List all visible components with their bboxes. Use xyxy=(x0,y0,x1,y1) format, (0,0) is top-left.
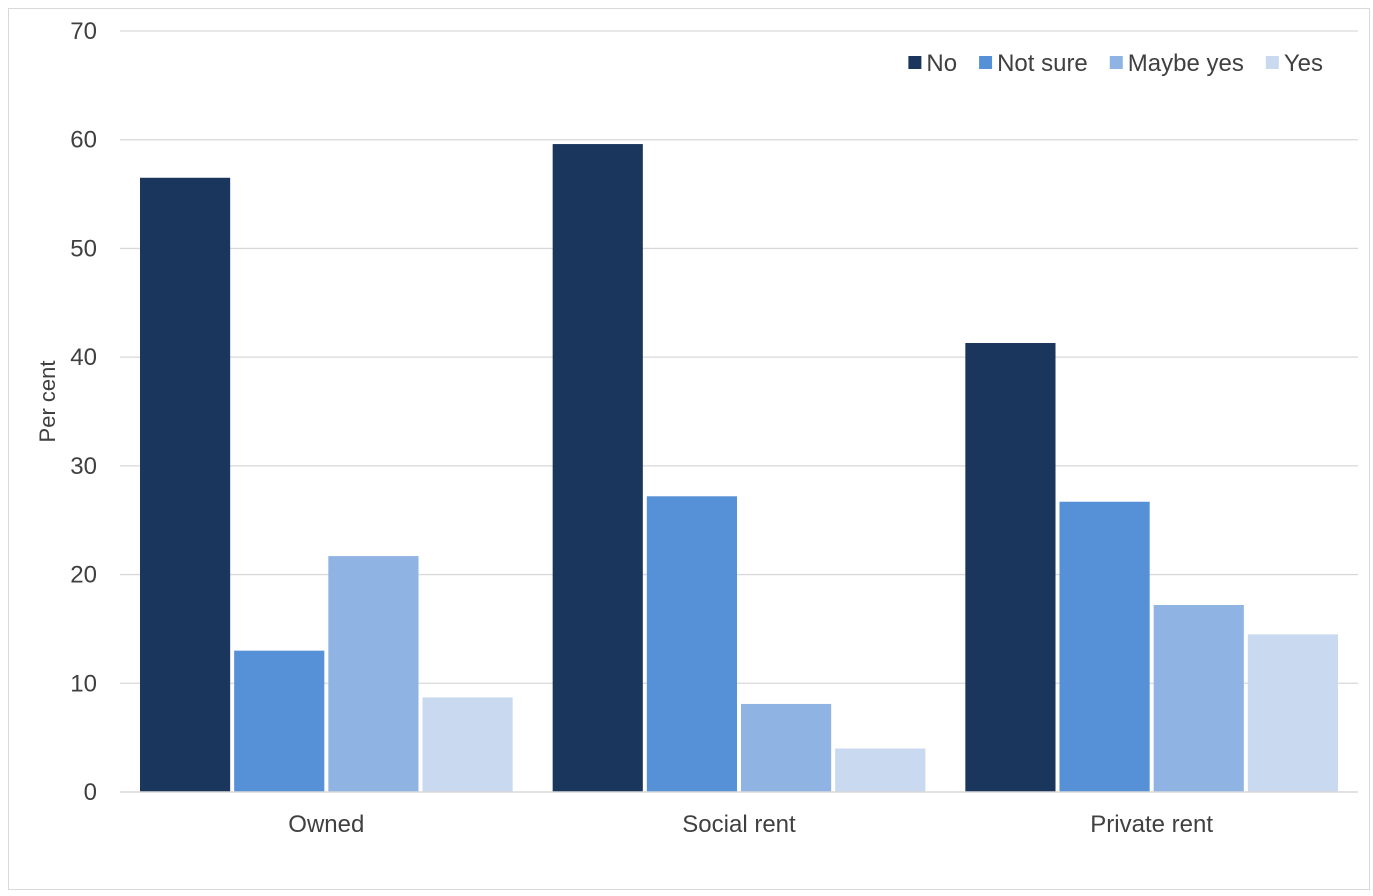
y-tick-labels: 0 10 20 30 40 50 60 70 xyxy=(70,18,97,806)
bar-yes xyxy=(1247,634,1338,792)
bar-no xyxy=(552,144,643,792)
legend-swatch xyxy=(908,56,922,69)
bar-yes xyxy=(422,697,513,792)
bar-not-sure xyxy=(1059,501,1150,792)
y-tick-label: 0 xyxy=(84,779,97,806)
bar-yes xyxy=(835,748,926,792)
legend-swatch xyxy=(979,56,993,69)
legend-swatch xyxy=(1265,56,1279,69)
y-tick-label: 60 xyxy=(70,127,97,154)
y-tick-label: 10 xyxy=(70,670,97,697)
chart-frame: 0 10 20 30 40 50 60 70 Owned Social rent Private … xyxy=(8,8,1370,890)
x-category-labels: Owned Social rent Private rent xyxy=(288,811,1213,838)
y-tick-label: 50 xyxy=(70,235,97,262)
bar-maybe-yes xyxy=(328,556,419,792)
bar-no xyxy=(965,343,1056,792)
bar-not-sure xyxy=(646,496,737,792)
x-category-label: Private rent xyxy=(1090,811,1213,838)
bar-chart: 0 10 20 30 40 50 60 70 Owned Social rent Private … xyxy=(35,18,1358,838)
legend-label: No xyxy=(926,50,957,77)
y-tick-label: 70 xyxy=(70,18,97,45)
legend: No Not sure Maybe yes Yes xyxy=(908,50,1323,77)
y-tick-label: 40 xyxy=(70,344,97,371)
bar-maybe-yes xyxy=(741,703,832,792)
x-category-label: Owned xyxy=(288,811,364,838)
y-axis-title: Per cent xyxy=(35,361,60,443)
legend-label: Not sure xyxy=(997,50,1088,77)
bar-maybe-yes xyxy=(1153,605,1244,792)
gridlines xyxy=(120,30,1358,684)
bar-no xyxy=(140,177,231,792)
bars xyxy=(140,144,1338,792)
legend-label: Maybe yes xyxy=(1128,50,1244,77)
y-tick-label: 20 xyxy=(70,562,97,589)
x-category-label: Social rent xyxy=(682,811,796,838)
legend-label: Yes xyxy=(1284,50,1323,77)
bar-not-sure xyxy=(234,650,325,792)
y-tick-label: 30 xyxy=(70,453,97,480)
legend-swatch xyxy=(1109,56,1123,69)
